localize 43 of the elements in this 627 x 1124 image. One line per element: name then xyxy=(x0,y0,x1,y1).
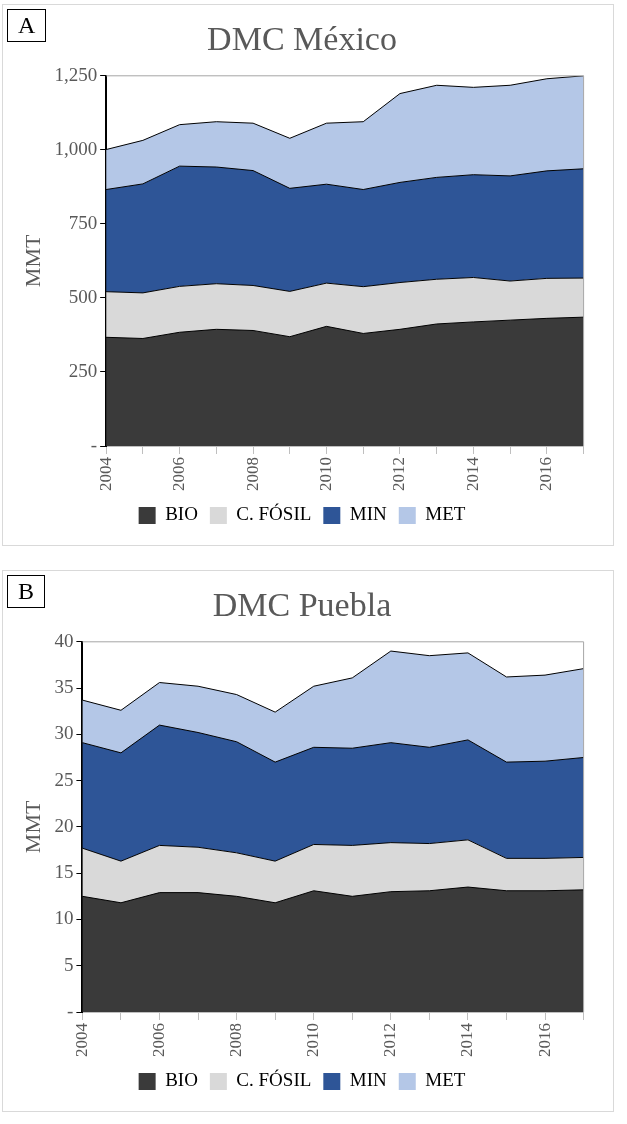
y-tick-label: 10 xyxy=(54,907,74,929)
y-tick-label: 500 xyxy=(68,285,98,307)
y-tick-label: - xyxy=(67,999,74,1021)
chart-title: DMC Puebla xyxy=(212,586,392,624)
legend-label: MIN xyxy=(349,503,388,525)
y-tick-label: 750 xyxy=(68,211,98,233)
x-tick-label: 2010 xyxy=(303,1023,323,1057)
y-tick-label: 5 xyxy=(63,953,74,975)
x-tick-label: 2014 xyxy=(462,456,482,491)
y-tick-label: 1,000 xyxy=(54,137,98,159)
x-tick-label: 2004 xyxy=(95,456,115,491)
y-axis-title: MMT xyxy=(19,234,45,288)
x-tick-label: 2006 xyxy=(169,457,189,491)
y-tick-label: 40 xyxy=(54,629,74,651)
x-tick-label: 2006 xyxy=(148,1023,168,1057)
legend-label: C. FÓSIL xyxy=(236,1069,312,1091)
legend-label: C. FÓSIL xyxy=(236,503,312,525)
x-tick-label: 2012 xyxy=(380,1023,400,1057)
x-tick-label: 2010 xyxy=(315,457,335,491)
legend-label: BIO xyxy=(165,1069,198,1091)
legend-label: MET xyxy=(425,503,466,525)
chart-title: DMC México xyxy=(207,20,397,58)
legend-label: MIN xyxy=(349,1069,388,1091)
x-tick-label: 2012 xyxy=(389,457,409,491)
x-tick-label: 2016 xyxy=(534,1023,554,1057)
text: B xyxy=(7,575,46,608)
y-tick-label: 1,250 xyxy=(54,63,98,85)
y-tick-label: 30 xyxy=(54,722,74,744)
x-tick-label: 2008 xyxy=(226,1023,246,1057)
y-tick-label: 20 xyxy=(54,814,74,836)
y-tick-label: 25 xyxy=(54,768,74,790)
y-tick-label: - xyxy=(90,433,98,455)
legend-label: MET xyxy=(425,1069,466,1091)
x-tick-label: 2016 xyxy=(536,457,556,491)
x-tick-label: 2008 xyxy=(242,457,262,491)
y-tick-label: 250 xyxy=(68,359,98,381)
x-tick-label: 2004 xyxy=(71,1022,91,1057)
y-tick-label: 15 xyxy=(54,861,74,883)
text: A xyxy=(7,9,47,42)
legend-label: BIO xyxy=(165,503,198,525)
y-axis-title: MMT xyxy=(19,800,45,854)
x-tick-label: 2014 xyxy=(457,1022,477,1057)
y-tick-label: 35 xyxy=(54,676,74,698)
